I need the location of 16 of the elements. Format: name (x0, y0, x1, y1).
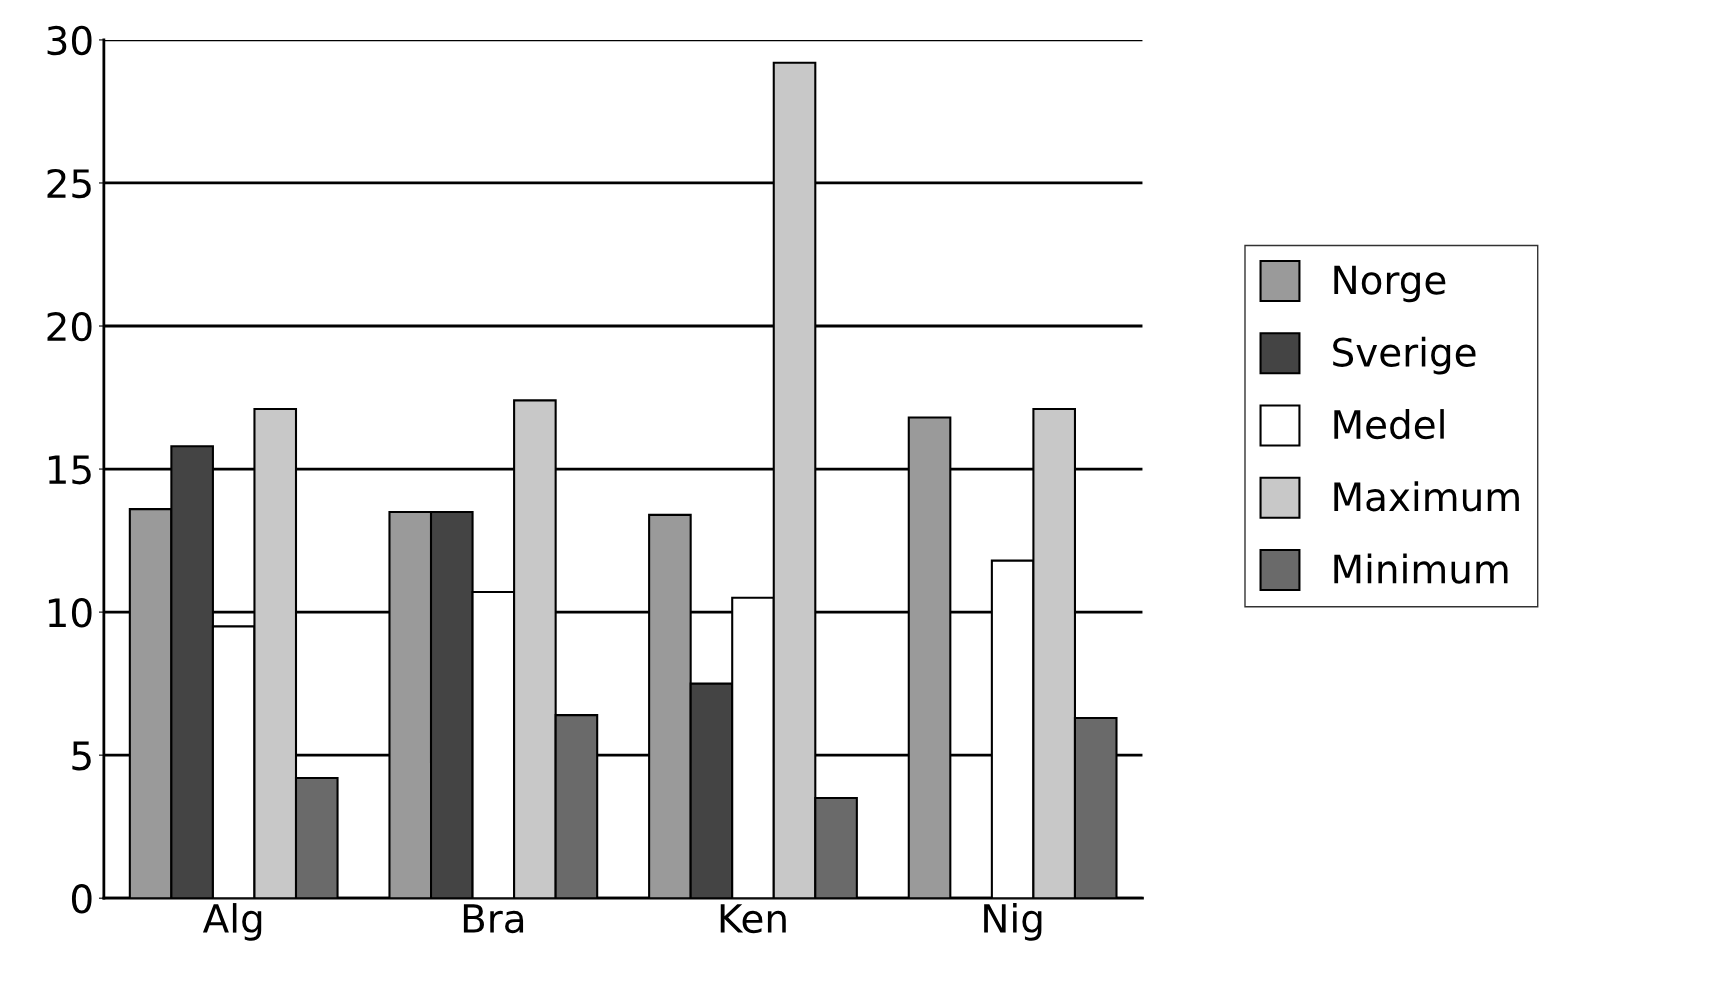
y-tick-label: 20 (47, 311, 92, 342)
x-tick-label: Bra (463, 904, 524, 934)
legend-label: Norge (1334, 265, 1446, 303)
y-tick-label: 25 (47, 168, 91, 199)
y-tick-label: 5 (72, 741, 91, 771)
x-tick-label: Nig (984, 903, 1042, 941)
y-tick-label: 10 (48, 598, 92, 628)
legend-label: Minimum (1334, 553, 1508, 584)
y-tick-label: 15 (48, 455, 91, 485)
legend-label: Medel (1334, 409, 1444, 440)
legend-label: Sverige (1333, 336, 1476, 375)
legend-label: Maximum (1334, 481, 1519, 512)
y-tick-label: 0 (71, 884, 92, 914)
x-tick-label: Alg (202, 903, 262, 941)
y-tick-label: 30 (47, 25, 92, 56)
x-tick-label: Ken (720, 904, 786, 934)
